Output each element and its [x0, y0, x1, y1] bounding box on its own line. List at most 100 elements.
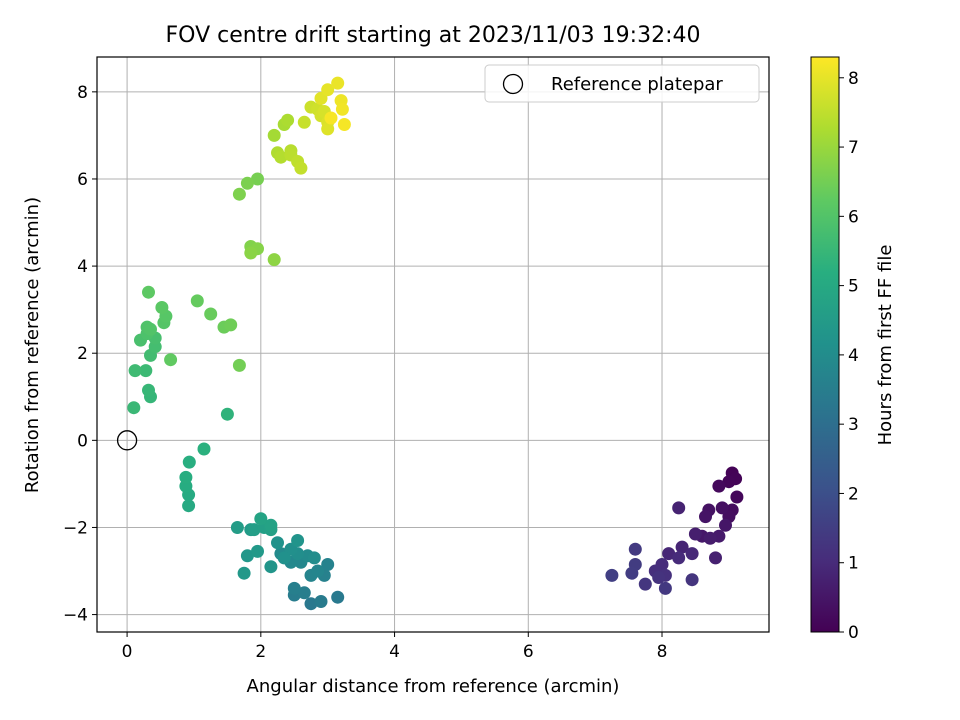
data-point: [662, 547, 676, 561]
data-point: [675, 540, 689, 554]
data-point: [128, 364, 142, 378]
data-point: [204, 307, 218, 321]
data-point: [224, 318, 238, 332]
data-point: [220, 407, 234, 421]
y-tick-label: 0: [77, 431, 88, 451]
y-tick-label: −4: [63, 606, 88, 626]
data-point: [719, 518, 732, 532]
data-point: [712, 479, 726, 493]
data-point: [658, 581, 672, 595]
data-point: [605, 568, 619, 582]
data-point: [251, 172, 264, 186]
data-point: [672, 551, 686, 565]
data-point: [237, 566, 251, 580]
x-axis-ticks: 0 2 4 6 8: [122, 632, 668, 662]
data-point: [324, 111, 338, 125]
data-point: [699, 510, 712, 524]
x-axis-label: Angular distance from reference (arcmin): [247, 676, 620, 697]
data-point: [335, 102, 349, 116]
y-tick-label: −2: [63, 518, 88, 538]
data-point: [247, 523, 261, 537]
data-point: [142, 383, 155, 397]
data-point: [307, 551, 321, 565]
data-point: [139, 364, 153, 378]
colorbar-tick-label: 1: [848, 554, 859, 574]
x-tick-label: 0: [122, 642, 133, 662]
data-point: [304, 597, 318, 611]
data-point: [314, 595, 328, 608]
legend: Reference platepar: [484, 64, 760, 103]
scatter-points: [127, 76, 744, 611]
data-point: [277, 551, 291, 565]
data-point: [685, 547, 699, 561]
reference-platepar-marker: [116, 430, 138, 451]
x-tick-label: 2: [255, 642, 266, 662]
data-point: [703, 531, 717, 545]
data-point: [625, 566, 639, 580]
grid: [97, 57, 769, 632]
data-point: [638, 577, 652, 591]
data-point: [628, 542, 642, 556]
data-point: [685, 573, 699, 587]
y-tick-label: 6: [77, 170, 88, 190]
data-point: [182, 499, 196, 513]
x-tick-label: 4: [389, 642, 400, 662]
data-point: [254, 512, 268, 526]
data-point: [155, 301, 169, 314]
data-point: [297, 586, 311, 600]
data-point: [672, 501, 686, 515]
data-point: [331, 590, 345, 604]
y-axis-label: Rotation from reference (arcmin): [22, 197, 43, 493]
y-tick-label: 8: [77, 83, 88, 103]
data-point: [190, 294, 204, 308]
plot-frame: [96, 56, 770, 633]
colorbar-gradient: [810, 56, 840, 633]
data-point: [331, 76, 345, 90]
x-tick-label: 6: [523, 642, 534, 662]
data-point: [179, 470, 193, 484]
legend-marker-reference: [502, 73, 524, 95]
reference-point-layer: [116, 430, 138, 451]
colorbar-tick-label: 5: [848, 277, 859, 297]
colorbar-tick-label: 3: [848, 415, 859, 435]
data-point: [652, 571, 666, 584]
data-point: [244, 246, 258, 260]
colorbar-tick-label: 7: [848, 138, 859, 158]
data-point: [321, 122, 335, 136]
colorbar-label: Hours from first FF file: [875, 245, 896, 446]
data-point: [688, 527, 702, 541]
data-point: [281, 113, 295, 127]
data-point: [311, 564, 325, 578]
colorbar: 0 1 2 3 4 5 6 7 8 Hours from first FF file: [810, 56, 896, 643]
data-point: [240, 549, 254, 563]
data-point: [232, 187, 246, 201]
data-point: [294, 161, 308, 175]
data-point: [197, 442, 211, 456]
data-point: [182, 455, 196, 469]
colorbar-tick-label: 8: [848, 69, 859, 89]
legend-label-reference: Reference platepar: [551, 74, 723, 95]
data-point: [337, 118, 351, 131]
x-tick-label: 8: [657, 642, 668, 662]
data-point: [730, 490, 744, 504]
data-point: [264, 560, 278, 574]
colorbar-ticks: 0 1 2 3 4 5 6 7 8: [839, 69, 859, 643]
data-point: [321, 558, 335, 571]
data-point: [264, 518, 278, 532]
data-point: [230, 521, 244, 534]
data-point: [267, 128, 281, 142]
colorbar-tick-label: 4: [848, 346, 859, 366]
colorbar-tick-label: 6: [848, 207, 859, 227]
data-point: [267, 253, 281, 267]
data-point: [287, 581, 301, 595]
data-point: [240, 176, 254, 190]
data-point: [164, 353, 178, 367]
data-point: [274, 150, 288, 164]
y-tick-label: 2: [77, 344, 88, 364]
y-axis-ticks: −4 −2 0 2 4 6 8: [63, 83, 97, 626]
data-point: [144, 322, 157, 336]
data-point: [722, 475, 736, 489]
legend-box: [484, 64, 760, 103]
data-point: [297, 115, 311, 129]
